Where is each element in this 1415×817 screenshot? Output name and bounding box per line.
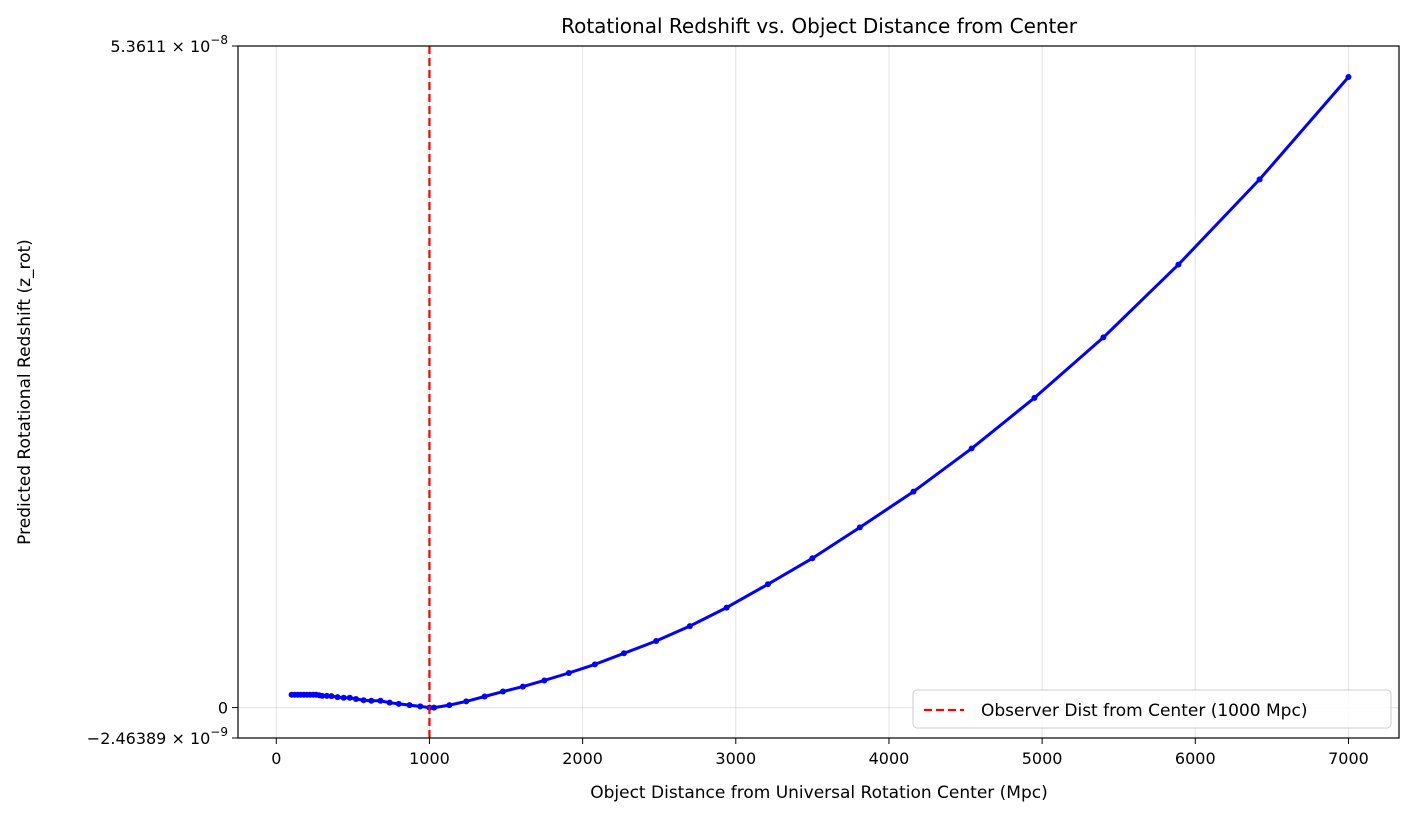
x-tick-label: 3000	[715, 749, 756, 768]
data-point	[328, 693, 335, 700]
data-point	[1175, 261, 1182, 268]
y-tick-mantissa: 5.3611	[110, 37, 166, 56]
y-tick-mantissa: 0	[218, 699, 228, 718]
x-tick-label: 7000	[1328, 749, 1369, 768]
x-tick-label: 6000	[1175, 749, 1216, 768]
legend: Observer Dist from Center (1000 Mpc)	[912, 689, 1392, 729]
data-point	[395, 700, 402, 707]
data-point	[620, 650, 627, 657]
data-point	[809, 555, 816, 562]
y-axis-label: Predicted Rotational Redshift (z_rot)	[15, 239, 35, 545]
x-tick-label: 4000	[869, 749, 910, 768]
data-point	[406, 702, 413, 709]
chart-title: Rotational Redshift vs. Object Distance …	[561, 14, 1078, 38]
data-point	[591, 661, 598, 668]
x-tick-label: 5000	[1022, 749, 1063, 768]
data-point	[519, 683, 526, 690]
data-point	[1256, 176, 1263, 183]
y-tick-times: ×	[166, 37, 190, 56]
data-point	[653, 637, 660, 644]
x-axis: 0 1000 2000 3000 4000 5000 6000 7000	[271, 738, 1369, 768]
x-tick-label: 2000	[562, 749, 603, 768]
data-point	[323, 692, 330, 699]
data-point	[910, 488, 917, 495]
axes-frame	[237, 45, 1400, 739]
data-point	[1031, 394, 1038, 401]
y-tick-base: 10	[190, 729, 210, 748]
y-tick-label: −2.46389 × 10−9	[87, 725, 228, 748]
data-point	[346, 694, 353, 701]
data-point	[334, 694, 341, 701]
y-tick-exponent: −8	[210, 33, 228, 47]
y-axis: −2.46389 × 10−905.3611 × 10−8	[87, 33, 238, 748]
x-axis-label: Object Distance from Universal Rotation …	[590, 783, 1048, 803]
y-tick-label: 5.3611 × 10−8	[110, 33, 228, 56]
data-point	[499, 688, 506, 695]
data-point	[340, 694, 347, 701]
x-tick-label: 0	[271, 749, 281, 768]
data-point	[417, 703, 424, 710]
data-point	[565, 670, 572, 677]
data-point	[352, 695, 359, 702]
data-point	[481, 693, 488, 700]
data-point	[360, 697, 367, 704]
data-point	[541, 677, 548, 684]
legend-label-observer: Observer Dist from Center (1000 Mpc)	[981, 701, 1307, 721]
data-point	[386, 699, 393, 706]
data-point	[463, 698, 470, 705]
y-tick-base: 10	[190, 37, 210, 56]
data-point	[1345, 73, 1352, 80]
y-tick-exponent: −9	[210, 725, 228, 739]
data-point	[368, 697, 375, 704]
data-point	[856, 524, 863, 531]
y-tick-mantissa: −2.46389	[87, 729, 167, 748]
data-point	[1100, 334, 1107, 341]
data-point	[431, 704, 438, 711]
data-point	[446, 702, 453, 709]
legend-box	[912, 689, 1392, 729]
y-tick-label: 0	[218, 699, 228, 718]
x-tick-label: 1000	[409, 749, 450, 768]
data-point	[686, 623, 693, 630]
data-point	[723, 604, 730, 611]
data-point	[377, 697, 384, 704]
data-point	[968, 445, 975, 452]
data-point	[764, 581, 771, 588]
y-tick-times: ×	[166, 729, 190, 748]
plot-area	[288, 46, 1352, 738]
data-point	[319, 692, 326, 699]
